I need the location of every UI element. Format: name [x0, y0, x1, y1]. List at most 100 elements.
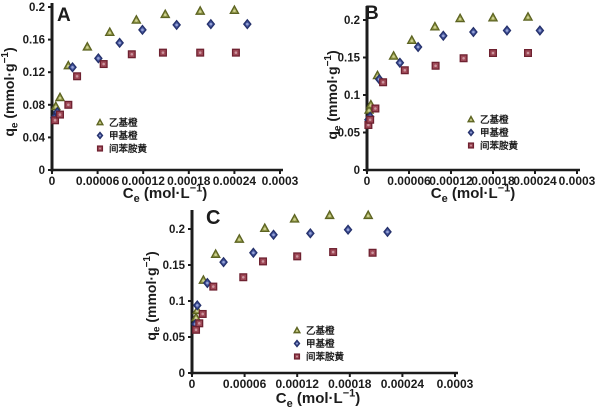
- chart-panel-c: 0 0.00006 0.00012 0.00018 0.00024 0.0003 0 0.05…: [142, 196, 474, 409]
- x-axis-label: Ce (mol·L−1): [431, 183, 516, 205]
- data-point-inner-dot: [99, 147, 101, 150]
- x-tick-label: 0: [364, 174, 371, 188]
- series-square: [51, 48, 240, 125]
- data-point-inner-dot: [194, 328, 198, 332]
- y-tick-label: 0.15: [338, 53, 361, 65]
- x-tick-label: 0: [189, 377, 196, 391]
- series-diamond: [49, 18, 252, 124]
- data-point-inner-dot: [374, 107, 377, 110]
- x-axis-label: Ce (mol·L−1): [123, 183, 208, 205]
- data-point-inner-dot: [491, 16, 495, 20]
- series-square: [192, 248, 377, 334]
- data-point-inner-dot: [102, 62, 105, 66]
- data-point-inner-dot: [433, 25, 437, 29]
- data-point-inner-dot: [233, 9, 236, 13]
- data-point-inner-dot: [108, 31, 112, 35]
- y-tick-label: 0.12: [23, 67, 45, 79]
- y-tick-label: 0.04: [23, 132, 46, 144]
- x-tick-label: 0.00006: [76, 174, 120, 188]
- data-point-inner-dot: [71, 66, 74, 69]
- legend-label: 甲基橙: [109, 130, 138, 142]
- x-tick-label: 0.00018: [167, 174, 211, 188]
- data-point-inner-dot: [470, 144, 472, 147]
- data-point-inner-dot: [86, 46, 89, 49]
- data-point-inner-dot: [526, 16, 530, 19]
- series-square: [364, 48, 533, 130]
- y-tick-label: 0.16: [23, 35, 45, 47]
- x-tick-label: 0.00024: [513, 174, 557, 188]
- data-point-inner-dot: [470, 118, 472, 121]
- x-tick-label: 0.00012: [276, 377, 320, 391]
- data-point-inner-dot: [99, 121, 101, 124]
- data-point-inner-dot: [295, 255, 299, 258]
- legend-item: 甲基橙: [467, 127, 509, 139]
- data-point-inner-dot: [214, 253, 217, 257]
- legend-label: 乙基橙: [109, 117, 138, 129]
- data-point-inner-dot: [472, 30, 475, 34]
- x-tick-label: 0.0003: [437, 377, 474, 391]
- data-point-inner-dot: [381, 80, 385, 84]
- y-tick-label: 0.2: [344, 15, 360, 27]
- panel-letter: B: [365, 3, 379, 24]
- legend-item: 乙基橙: [466, 114, 509, 126]
- y-axis-label: qe (mmol·g−1): [0, 47, 21, 136]
- data-point-inner-dot: [368, 118, 372, 122]
- legend-item: 间苯胺黄: [293, 351, 345, 363]
- y-tick-label: 0: [179, 368, 185, 380]
- y-tick-label: 0.05: [163, 332, 186, 344]
- data-point-inner-dot: [135, 19, 138, 22]
- data-point-inner-dot: [367, 109, 371, 112]
- data-point-inner-dot: [201, 312, 204, 316]
- data-point-inner-dot: [246, 22, 249, 26]
- chart-panel-b: 0 0.00006 0.00012 0.00018 0.00024 0.0003 0 0.05…: [303, 0, 600, 206]
- data-point-inner-dot: [238, 238, 241, 241]
- data-point-inner-dot: [386, 230, 389, 234]
- data-point-inner-dot: [99, 134, 101, 137]
- legend-item: 乙基橙: [292, 325, 335, 337]
- x-tick-label: 0.0003: [262, 174, 299, 188]
- data-point-inner-dot: [367, 123, 370, 127]
- legend-item: 间苯胺黄: [467, 140, 519, 152]
- data-point-inner-dot: [328, 214, 331, 218]
- data-point-inner-dot: [97, 57, 100, 60]
- legend-label: 乙基橙: [306, 325, 335, 337]
- data-point-inner-dot: [505, 29, 509, 32]
- data-point-inner-dot: [202, 279, 205, 282]
- data-point-inner-dot: [296, 342, 298, 345]
- data-point-inner-dot: [222, 260, 225, 264]
- data-point-inner-dot: [206, 281, 209, 285]
- data-point-inner-dot: [141, 28, 144, 32]
- y-axis-label: qe (mmol·g−1): [323, 50, 344, 139]
- x-tick-label: 0.00018: [328, 377, 372, 391]
- x-tick-label: 0.0003: [559, 174, 596, 188]
- data-point-inner-dot: [491, 51, 495, 55]
- data-point-inner-dot: [161, 51, 165, 54]
- data-point-inner-dot: [293, 218, 296, 221]
- legend-label: 间苯胺黄: [480, 140, 519, 152]
- data-point-inner-dot: [538, 29, 542, 32]
- data-point-inner-dot: [195, 309, 199, 313]
- panel-letter: A: [57, 5, 71, 26]
- data-point-inner-dot: [53, 118, 57, 122]
- data-point-inner-dot: [434, 64, 437, 68]
- x-tick-label: 0.00006: [387, 174, 431, 188]
- data-point-inner-dot: [272, 233, 275, 237]
- x-tick-label: 0.00012: [122, 174, 166, 188]
- data-point-inner-dot: [209, 22, 213, 26]
- data-point-inner-dot: [331, 250, 335, 254]
- x-tick-label: 0.00018: [471, 174, 515, 188]
- data-point-inner-dot: [470, 131, 472, 134]
- chart-panel-a: 0 0.00006 0.00012 0.00018 0.00024 0.0003 0 0.04…: [0, 0, 300, 206]
- panel-letter: C: [206, 207, 220, 229]
- y-tick-label: 0.2: [169, 224, 185, 236]
- data-point-inner-dot: [366, 214, 370, 218]
- y-axis-label: qe (mmol·g−1): [142, 251, 163, 340]
- data-point-inner-dot: [371, 251, 374, 255]
- x-tick-label: 0.00024: [213, 174, 257, 188]
- legend-item: 间苯胺黄: [96, 143, 148, 155]
- y-tick-label: 0.1: [344, 90, 361, 102]
- x-tick-label: 0.00012: [429, 174, 473, 188]
- legend-label: 乙基橙: [480, 114, 509, 126]
